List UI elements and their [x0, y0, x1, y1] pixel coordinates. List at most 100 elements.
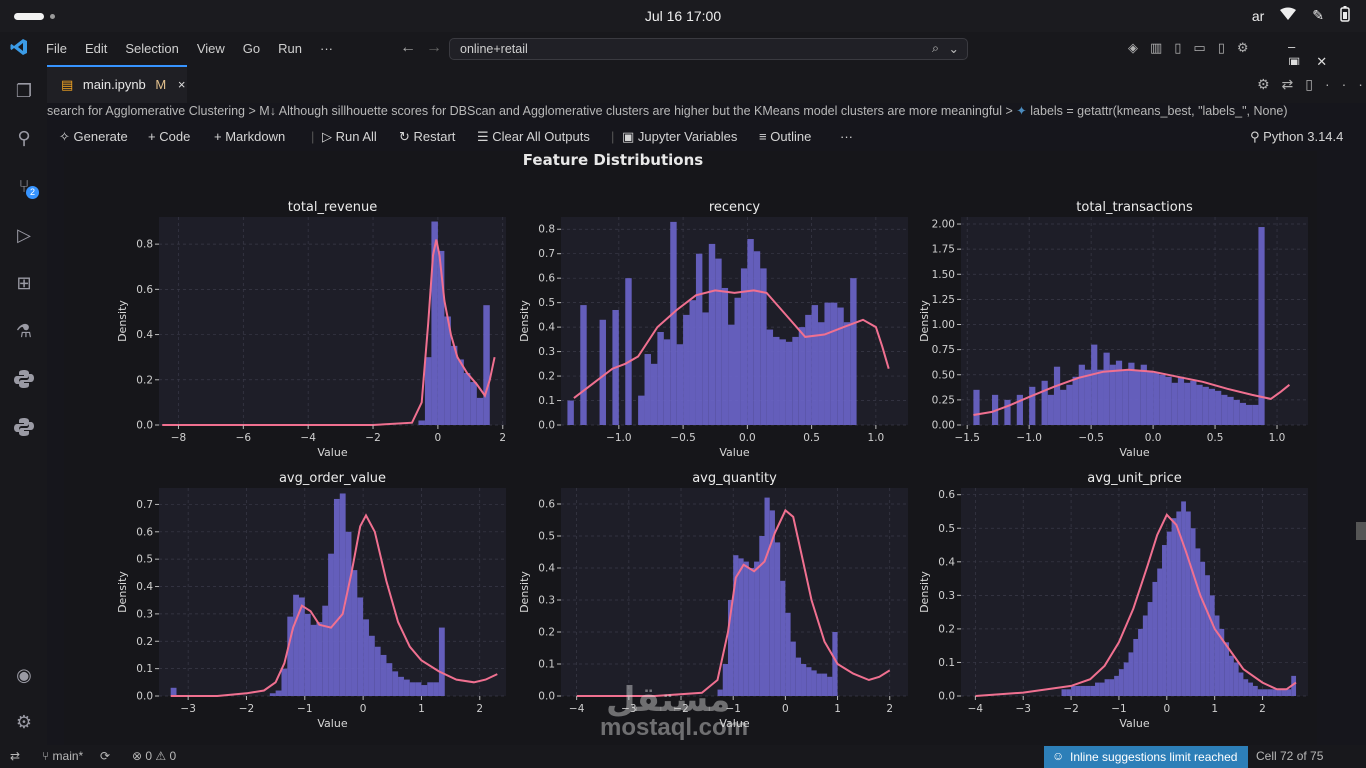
y-tick-label: 0.75: [932, 344, 955, 356]
histogram-bar: [754, 561, 760, 696]
clear-outputs-icon: ☰: [477, 129, 493, 144]
histogram-bar: [1202, 386, 1209, 425]
histogram-bar: [431, 221, 438, 425]
search-input[interactable]: online+retail: [460, 42, 528, 56]
explorer-icon[interactable]: ❐: [15, 80, 33, 101]
histogram-bar: [760, 268, 767, 425]
kernel-picker[interactable]: ⚲ Python 3.14.4: [1250, 129, 1344, 144]
histogram-bar: [1123, 662, 1129, 696]
histogram-bar: [421, 685, 428, 696]
histogram-bar: [827, 676, 833, 696]
histogram-bar: [403, 679, 410, 696]
python-environments-icon[interactable]: [12, 415, 36, 439]
histogram-bar: [717, 689, 723, 696]
y-tick-label: 0.2: [538, 627, 555, 639]
breadcrumb-separator: >: [248, 104, 260, 118]
histogram-bar: [316, 622, 323, 696]
menu-file[interactable]: File: [46, 41, 67, 56]
histogram-bar: [269, 693, 276, 696]
problems-indicator[interactable]: ⊗ 0 ⚠ 0: [132, 749, 177, 763]
cell-position[interactable]: Cell 72 of 75: [1256, 749, 1324, 763]
testing-icon[interactable]: ⚗: [15, 320, 33, 341]
histogram-bar: [1229, 655, 1234, 696]
y-tick-label: 0.3: [136, 608, 153, 620]
y-tick-label: 0.6: [938, 489, 955, 501]
histogram-bar: [333, 498, 340, 696]
histogram-bar: [1041, 380, 1048, 425]
system-clock[interactable]: Jul 16 17:00: [644, 8, 722, 24]
sync-icon[interactable]: ⟳: [100, 749, 111, 763]
menu-run[interactable]: Run: [278, 41, 302, 56]
histogram-bar: [1061, 689, 1067, 696]
branch-indicator[interactable]: ⑂ main*: [42, 749, 84, 763]
x-tick-label: −1.0: [606, 432, 632, 444]
watermark-latin: mostaql.com: [600, 714, 749, 741]
y-tick-label: 0.2: [136, 636, 153, 648]
chevron-down-icon[interactable]: ⌄: [948, 42, 959, 56]
jupyter-variables-button[interactable]: ▣ Jupyter Variables: [622, 129, 738, 144]
forward-arrow-icon[interactable]: →: [426, 39, 442, 56]
breadcrumb-item-1[interactable]: search for Agglomerative Clustering: [47, 104, 246, 118]
breadcrumb-item-3[interactable]: labels = getattr(kmeans_best, "labels_",…: [1030, 104, 1288, 118]
extensions-icon[interactable]: ⊞: [16, 272, 32, 293]
search-icon[interactable]: ⚲: [17, 127, 31, 148]
x-tick-label: 0.5: [1207, 432, 1224, 444]
histogram-bar: [766, 329, 774, 425]
subplot-total_revenue: −8 −6 −4 −2 0 2 0.0 0.2 0.4 0.6 0.8 total_revenue Va…: [116, 200, 506, 459]
add-markdown-button[interactable]: + Markdown: [214, 129, 286, 144]
histogram-bar: [322, 605, 329, 696]
y-tick-label: 0.6: [136, 284, 153, 296]
copilot-chat-icon[interactable]: ⌕: [931, 41, 939, 55]
back-arrow-icon[interactable]: ←: [400, 39, 416, 56]
x-tick-label: −0.5: [1078, 432, 1104, 444]
menu-edit[interactable]: Edit: [84, 41, 108, 56]
inline-suggestions-badge[interactable]: ☺ Inline suggestions limit reached: [1044, 746, 1248, 768]
wifi-icon[interactable]: [1280, 7, 1297, 24]
run-all-icon: ▷: [322, 129, 336, 144]
tab-main-ipynb[interactable]: ▤ main.ipynb M ×: [47, 65, 187, 103]
x-tick-label: −2: [239, 703, 254, 715]
menu-go[interactable]: Go: [242, 41, 261, 56]
histogram-bar: [1227, 396, 1234, 425]
settings-gear-icon[interactable]: ⚙: [15, 711, 33, 732]
clear-outputs-button[interactable]: ☰ Clear All Outputs: [477, 129, 590, 144]
histogram-bar: [1181, 501, 1186, 696]
run-all-button[interactable]: ▷ Run All: [322, 129, 377, 144]
x-tick-label: −3: [1015, 703, 1030, 715]
histogram-bar: [801, 664, 807, 696]
histogram-bar: [1016, 394, 1023, 425]
language-indicator[interactable]: ar: [1251, 7, 1265, 24]
outline-button[interactable]: ≡ Outline: [759, 129, 812, 144]
source-control-icon[interactable]: ⑂ 2: [12, 174, 39, 199]
x-axis-label: Value: [1119, 446, 1149, 459]
x-tick-label: 2: [476, 703, 483, 715]
restart-button[interactable]: ↻ Restart: [399, 129, 456, 144]
tab-close-icon[interactable]: ×: [177, 77, 186, 92]
toolbar-more-button[interactable]: ···: [840, 129, 853, 144]
x-tick-label: −4: [968, 703, 984, 715]
activities-indicator[interactable]: [14, 13, 44, 20]
menu-selection[interactable]: Selection: [125, 41, 179, 56]
battery-icon[interactable]: [1340, 6, 1350, 25]
editor-actions[interactable]: ⚙⇄▯···: [1257, 76, 1366, 92]
command-center-search[interactable]: online+retail ⌕ ⌄: [449, 38, 968, 60]
pen-icon[interactable]: ✎: [1312, 7, 1324, 23]
menu-view[interactable]: View: [196, 41, 225, 56]
histogram-bar: [695, 253, 703, 425]
generate-button[interactable]: ✧ Generate: [59, 129, 128, 144]
run-debug-icon[interactable]: ▷: [17, 224, 31, 245]
x-tick-label: −2: [1063, 703, 1078, 715]
y-tick-label: 0.7: [136, 499, 153, 511]
python-icon[interactable]: [12, 367, 36, 391]
remote-indicator-icon[interactable]: ⇄: [10, 749, 21, 763]
y-tick-label: 0.5: [538, 531, 555, 543]
x-axis-label: Value: [1119, 717, 1149, 730]
scrollbar-thumb[interactable]: [1356, 522, 1366, 540]
histogram-bar: [811, 670, 817, 696]
histogram-bar: [1097, 369, 1104, 425]
histogram-bar: [444, 316, 451, 425]
breadcrumb-item-2[interactable]: M↓ Although sillhouette scores for DBSca…: [259, 104, 1003, 118]
menu-more[interactable]: ···: [320, 41, 333, 56]
add-code-button[interactable]: + Code: [148, 129, 191, 144]
account-icon[interactable]: ◉: [16, 664, 32, 685]
